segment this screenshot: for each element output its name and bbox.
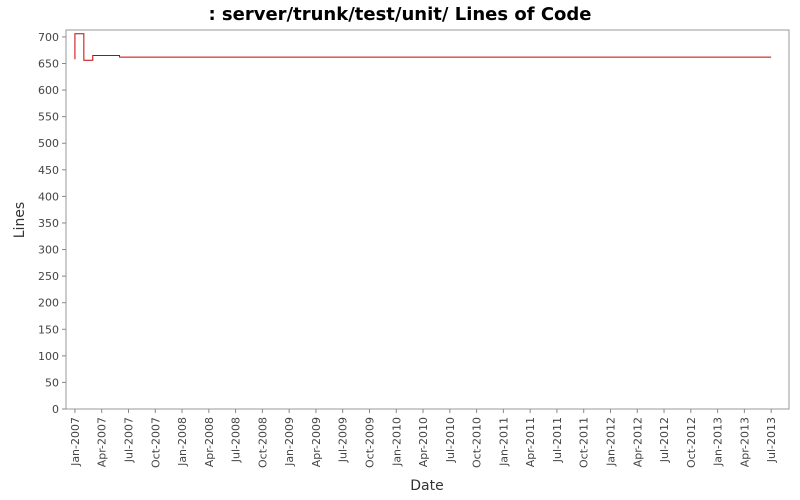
x-tick-label: Jul-2012 [658, 417, 671, 463]
y-tick-label: 500 [38, 137, 59, 150]
x-tick-label: Jan-2012 [604, 417, 617, 467]
y-tick-label: 250 [38, 270, 59, 283]
y-tick-label: 150 [38, 323, 59, 336]
x-tick-label: Oct-2008 [256, 417, 269, 468]
y-tick-label: 650 [38, 57, 59, 70]
data-line [74, 33, 772, 61]
x-tick-label: Apr-2012 [631, 417, 644, 467]
x-tick-label: Oct-2012 [685, 417, 698, 468]
x-tick-label: Jul-2007 [122, 417, 135, 463]
y-tick-label: 700 [38, 31, 59, 44]
x-tick-label: Apr-2011 [524, 417, 537, 467]
y-tick-label: 600 [38, 84, 59, 97]
y-tick-label: 450 [38, 164, 59, 177]
x-tick-label: Jul-2009 [337, 417, 350, 463]
x-tick-label: Jan-2013 [712, 417, 725, 467]
y-tick-label: 550 [38, 111, 59, 124]
x-tick-label: Apr-2008 [203, 417, 216, 467]
y-axis-label: Lines [12, 202, 28, 238]
plot-area [65, 29, 790, 410]
x-tick-label: Jan-2007 [69, 417, 82, 467]
x-tick-label: Jan-2008 [176, 417, 189, 467]
x-tick-label: Jul-2008 [230, 417, 243, 463]
x-tick-label: Jul-2010 [444, 417, 457, 463]
x-tick-label: Apr-2010 [417, 417, 430, 467]
y-tick-label: 300 [38, 244, 59, 257]
x-tick-label: Apr-2009 [310, 417, 323, 467]
x-tick-label: Jul-2013 [765, 417, 778, 463]
x-tick-label: Jan-2011 [497, 417, 510, 467]
x-tick-label: Oct-2007 [149, 417, 162, 468]
x-tick-label: Oct-2009 [363, 417, 376, 468]
x-tick-label: Oct-2011 [578, 417, 591, 468]
y-tick-label: 400 [38, 190, 59, 203]
x-axis-label: Date [410, 478, 443, 494]
chart-title: : server/trunk/test/unit/ Lines of Code [208, 4, 591, 25]
x-tick-label: Apr-2007 [96, 417, 109, 467]
y-tick-label: 350 [38, 217, 59, 230]
y-tick-label: 0 [52, 403, 59, 416]
y-tick-label: 100 [38, 350, 59, 363]
x-tick-label: Jul-2011 [551, 417, 564, 463]
x-tick-label: Jan-2009 [283, 417, 296, 467]
x-tick-label: Apr-2013 [738, 417, 751, 467]
y-tick-label: 200 [38, 297, 59, 310]
x-tick-label: Oct-2010 [471, 417, 484, 468]
y-tick-label: 50 [45, 376, 59, 389]
x-tick-label: Jan-2010 [390, 417, 403, 467]
